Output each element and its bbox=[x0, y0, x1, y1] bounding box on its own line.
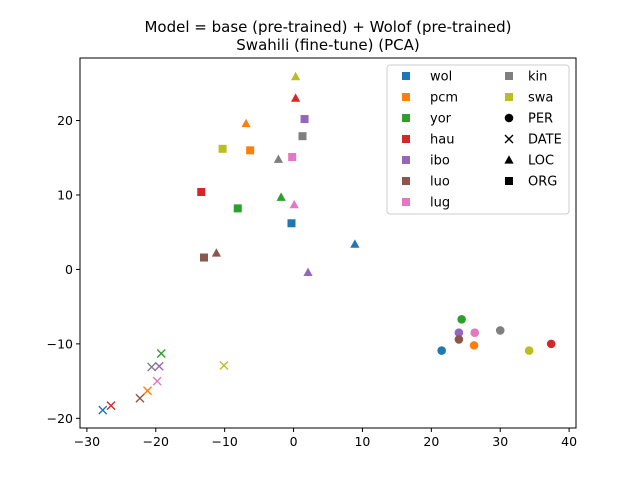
y-axis-ticks: −20 −10 0 10 20 bbox=[47, 113, 80, 426]
point-wol-date bbox=[98, 405, 108, 415]
point-ibo-per bbox=[454, 328, 464, 338]
point-luo-date bbox=[135, 393, 145, 403]
point-hau-per bbox=[546, 339, 556, 349]
legend-label-org: ORG bbox=[528, 175, 557, 190]
point-yor-org bbox=[233, 204, 242, 213]
plot-area-frame bbox=[79, 57, 577, 429]
point-kin-loc bbox=[273, 154, 283, 163]
point-yor-date bbox=[156, 349, 166, 359]
x-tick-label: −30 bbox=[74, 434, 100, 449]
point-swa-org bbox=[218, 144, 227, 153]
legend-marker-pcm bbox=[402, 93, 410, 101]
legend-marker-ibo bbox=[402, 156, 410, 164]
legend-label-lug: lug bbox=[430, 196, 450, 211]
legend-label-wol: wol bbox=[430, 70, 452, 85]
point-luo-per bbox=[454, 335, 464, 344]
y-tick-label: −20 bbox=[47, 411, 73, 426]
point-swa-per bbox=[524, 346, 534, 355]
legend-label-ibo: ibo bbox=[430, 154, 450, 169]
point-pcm-loc bbox=[241, 118, 251, 128]
x-tick-label: −10 bbox=[211, 434, 237, 449]
point-lug-date bbox=[152, 376, 162, 386]
chart-title-line-1: Model = base (pre-trained) + Wolof (pre-… bbox=[144, 18, 511, 36]
point-swa-date bbox=[219, 360, 229, 370]
point-hau-loc bbox=[291, 93, 301, 102]
legend-label-pcm: pcm bbox=[430, 91, 458, 106]
point-wol-loc bbox=[350, 239, 360, 248]
legend-label-luo: luo bbox=[430, 175, 450, 190]
legend-marker-luo bbox=[402, 177, 410, 185]
point-hau-date bbox=[106, 401, 116, 411]
point-hau-org bbox=[197, 188, 206, 197]
y-tick-label: −10 bbox=[47, 336, 73, 351]
x-tick-label: 30 bbox=[492, 434, 508, 449]
legend-label-loc: LOC bbox=[528, 154, 554, 169]
y-tick-label: 20 bbox=[57, 113, 73, 128]
point-pcm-per bbox=[469, 341, 479, 350]
legend-marker-date bbox=[504, 134, 514, 144]
point-kin-date bbox=[147, 362, 157, 372]
chart-title: Model = base (pre-trained) + Wolof (pre-… bbox=[144, 18, 511, 54]
x-tick-label: 40 bbox=[561, 434, 577, 449]
point-wol-per bbox=[437, 346, 446, 355]
legend-marker-swa bbox=[505, 93, 513, 101]
point-ibo-loc bbox=[303, 267, 313, 277]
point-luo-org bbox=[200, 253, 208, 262]
x-tick-label: 10 bbox=[354, 434, 370, 449]
legend-marker-hau bbox=[402, 135, 410, 143]
x-tick-label: 20 bbox=[423, 434, 439, 449]
legend-label-swa: swa bbox=[528, 91, 553, 106]
legend-marker-org bbox=[505, 177, 513, 185]
legend-marker-lug bbox=[402, 198, 410, 206]
point-ibo-date bbox=[154, 361, 164, 371]
point-yor-per bbox=[457, 315, 466, 324]
x-axis-ticks: −30 −20 −10 0 10 20 30 40 bbox=[74, 428, 577, 449]
x-tick-label: −20 bbox=[143, 434, 169, 449]
legend: wol pcm yor hau ibo luo lug kin swa PER DATE LOC ORG bbox=[386, 64, 570, 215]
legend-label-kin: kin bbox=[528, 70, 547, 85]
point-lug-org bbox=[288, 153, 297, 162]
legend-marker-per bbox=[504, 113, 514, 123]
point-lug-loc bbox=[289, 199, 299, 209]
legend-label-per: PER bbox=[528, 112, 553, 127]
point-wol-org bbox=[287, 219, 296, 228]
point-swa-loc bbox=[291, 71, 301, 81]
point-lug-per bbox=[470, 328, 480, 338]
point-luo-loc bbox=[211, 248, 221, 257]
y-tick-label: 10 bbox=[57, 187, 73, 202]
data-points bbox=[98, 71, 556, 415]
legend-label-hau: hau bbox=[430, 133, 454, 148]
legend-marker-yor bbox=[402, 114, 410, 122]
chart-title-line-2: Swahili (fine-tune) (PCA) bbox=[236, 36, 419, 54]
legend-marker-loc bbox=[504, 155, 514, 164]
legend-marker-kin bbox=[505, 72, 513, 80]
legend-frame bbox=[386, 64, 570, 215]
legend-marker-wol bbox=[402, 72, 410, 80]
point-kin-per bbox=[495, 326, 505, 335]
x-tick-label: 0 bbox=[290, 434, 298, 449]
point-pcm-org bbox=[246, 146, 255, 155]
point-ibo-org bbox=[300, 115, 309, 124]
legend-label-date: DATE bbox=[528, 133, 562, 148]
point-kin-org bbox=[298, 132, 307, 141]
point-pcm-date bbox=[143, 386, 153, 396]
y-tick-label: 0 bbox=[65, 262, 73, 277]
point-yor-loc bbox=[276, 192, 286, 201]
legend-label-yor: yor bbox=[430, 112, 452, 127]
